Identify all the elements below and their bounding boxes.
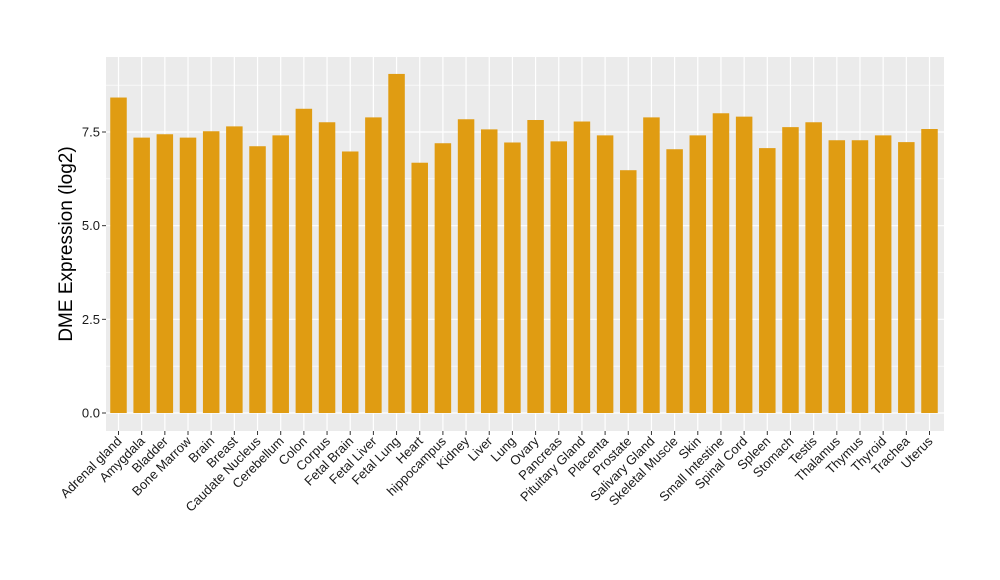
bar	[573, 121, 591, 413]
bar	[805, 122, 822, 413]
bar	[921, 129, 938, 413]
bars	[110, 73, 938, 414]
bar	[133, 137, 150, 413]
bar	[272, 135, 289, 413]
bar	[759, 148, 776, 414]
bar	[249, 146, 266, 413]
bar	[666, 149, 683, 413]
bar	[434, 143, 452, 414]
y-axis: 0.0 2.5 5.0 7.5	[82, 125, 106, 421]
bar	[782, 127, 799, 413]
y-tick-label: 5.0	[82, 218, 100, 233]
bar	[620, 170, 637, 413]
bar	[527, 120, 544, 413]
bar	[179, 137, 197, 413]
x-tick-label: Liver	[465, 433, 496, 464]
bar	[735, 116, 753, 413]
bar	[874, 135, 892, 413]
bar	[341, 151, 359, 413]
bar	[318, 122, 336, 413]
bar	[365, 117, 382, 413]
y-tick-label: 0.0	[82, 406, 100, 421]
bar	[712, 113, 730, 414]
bar	[457, 119, 475, 414]
bar	[550, 141, 568, 413]
y-tick-label: 2.5	[82, 312, 100, 327]
bar	[411, 162, 428, 413]
bar	[202, 131, 220, 413]
bar	[851, 140, 869, 413]
bar	[480, 129, 498, 414]
bar	[110, 97, 127, 413]
y-axis-title: DME Expression (log2)	[56, 146, 77, 341]
bar	[643, 117, 660, 413]
bar	[156, 134, 174, 414]
bar	[295, 108, 313, 414]
bar	[898, 142, 915, 413]
plot-panel	[106, 57, 944, 431]
bar	[388, 73, 405, 413]
bar	[828, 140, 846, 413]
bar	[689, 135, 707, 413]
bar	[226, 126, 243, 413]
y-tick-label: 7.5	[82, 125, 100, 140]
bar	[504, 142, 521, 413]
bar	[596, 135, 614, 413]
